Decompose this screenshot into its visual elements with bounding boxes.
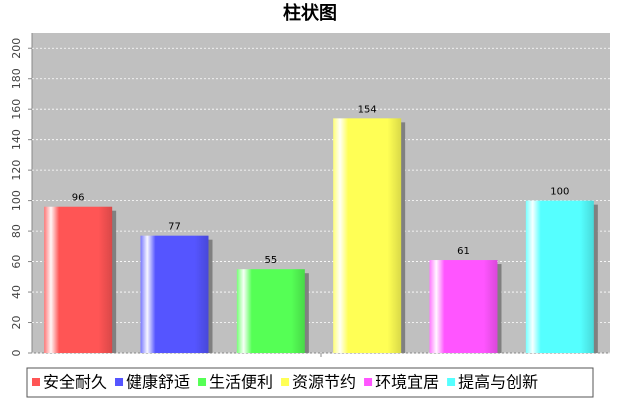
value-label: 61: [457, 246, 470, 257]
bar: [429, 260, 498, 353]
chart-title: 柱状图: [283, 2, 337, 24]
legend-swatch: [447, 378, 456, 386]
y-tick-label: 60: [10, 255, 23, 269]
legend-swatch: [364, 378, 373, 386]
legend-swatch: [32, 378, 40, 386]
y-tick-label: 120: [10, 160, 23, 181]
legend-label: 环境宜居: [375, 373, 439, 392]
value-label: 96: [72, 193, 85, 204]
y-tick-label: 200: [10, 38, 23, 59]
y-tick-label: 20: [10, 316, 23, 330]
y-tick-label: 80: [10, 224, 23, 238]
y-tick-label: 0: [10, 350, 23, 357]
legend-label: 提高与创新: [458, 373, 538, 392]
legend-swatch: [115, 378, 124, 386]
value-label: 55: [264, 255, 277, 266]
legend-label: 生活便利: [209, 373, 273, 392]
legend-swatch: [281, 378, 290, 386]
bar: [525, 200, 594, 353]
plot-area: [32, 33, 610, 353]
value-label: 100: [550, 187, 569, 198]
bar: [44, 206, 113, 353]
y-tick-label: 180: [10, 68, 23, 89]
legend-label: 安全耐久: [43, 373, 107, 392]
y-tick-label: 40: [10, 285, 23, 299]
legend-label: 资源节约: [292, 373, 356, 392]
y-tick-label: 100: [10, 190, 23, 211]
bar: [236, 269, 305, 353]
legend-swatch: [198, 378, 207, 386]
y-tick-label: 140: [10, 129, 23, 150]
y-tick-label: 160: [10, 99, 23, 120]
bar: [333, 118, 402, 353]
legend-label: 健康舒适: [126, 373, 190, 392]
bar: [140, 235, 209, 353]
value-label: 77: [168, 222, 181, 233]
value-label: 154: [358, 104, 377, 115]
